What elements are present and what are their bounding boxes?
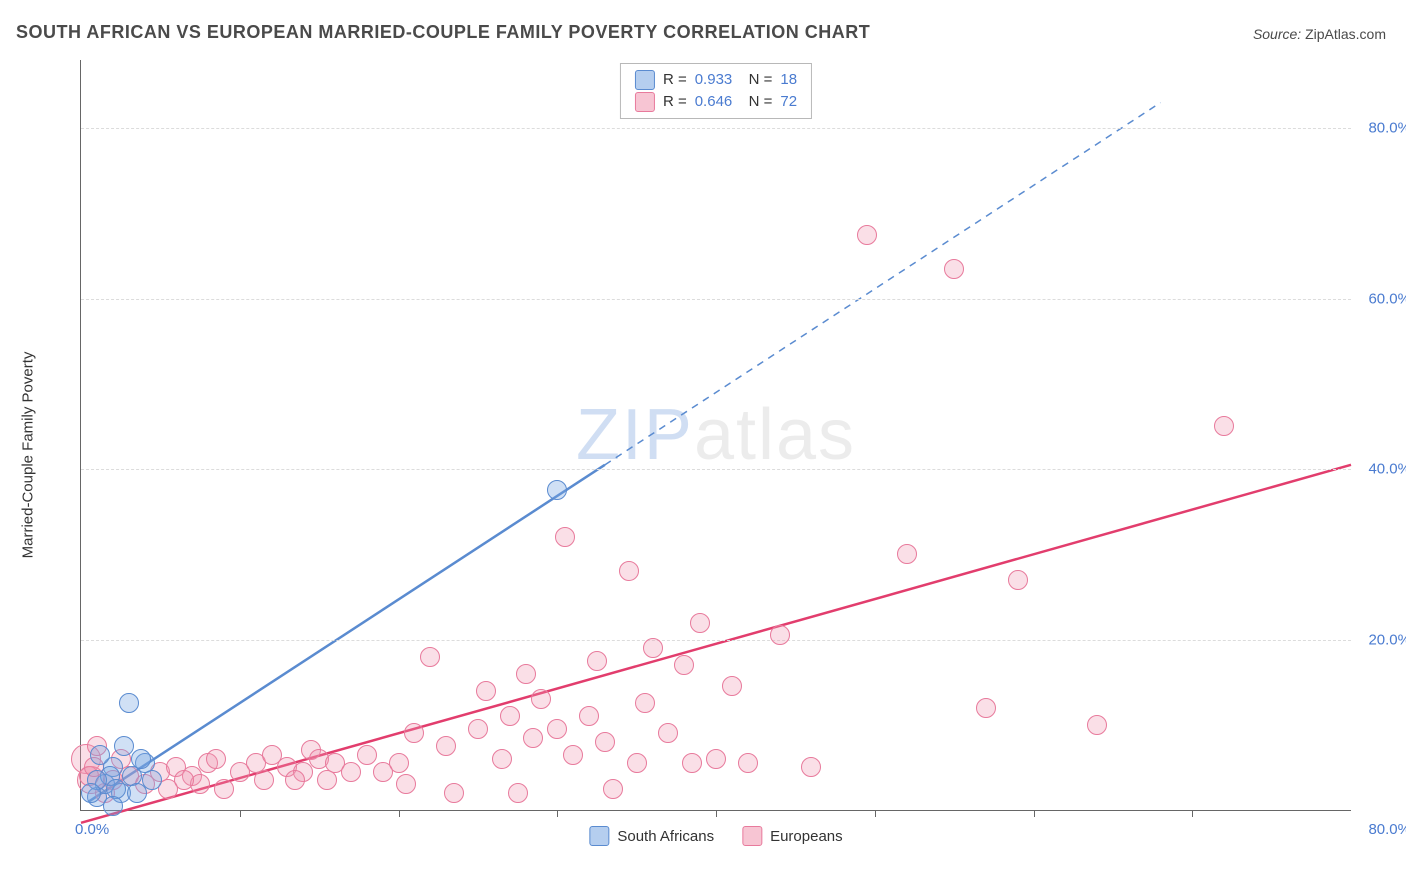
x-tick-mark [716, 810, 717, 817]
x-max-label: 80.0% [1368, 821, 1406, 838]
scatter-point [627, 753, 647, 773]
trend-lines-svg [81, 60, 1351, 810]
x-tick-mark [557, 810, 558, 817]
scatter-point [420, 647, 440, 667]
y-tick-label: 20.0% [1368, 631, 1406, 648]
correlation-stats-box: R = 0.933 N = 18 R = 0.646 N = 72 [620, 63, 812, 119]
scatter-point [690, 613, 710, 633]
swatch-blue [635, 70, 655, 90]
scatter-point [206, 749, 226, 769]
scatter-point [341, 762, 361, 782]
scatter-point [563, 745, 583, 765]
scatter-point [1214, 416, 1234, 436]
scatter-point [531, 689, 551, 709]
scatter-point [389, 753, 409, 773]
legend-swatch-pink [742, 826, 762, 846]
x-origin-label: 0.0% [75, 821, 109, 838]
stats-row-blue: R = 0.933 N = 18 [635, 69, 797, 91]
y-tick-label: 40.0% [1368, 461, 1406, 478]
legend-swatch-blue [589, 826, 609, 846]
scatter-point [127, 783, 147, 803]
chart-container: Married-Couple Family Poverty ZIPatlas R… [50, 60, 1370, 850]
scatter-point [555, 527, 575, 547]
scatter-point [516, 664, 536, 684]
y-tick-label: 60.0% [1368, 290, 1406, 307]
x-tick-mark [399, 810, 400, 817]
scatter-point [468, 719, 488, 739]
gridline [81, 640, 1351, 641]
source-label: Source: [1253, 26, 1301, 42]
gridline [81, 469, 1351, 470]
x-tick-mark [875, 810, 876, 817]
legend-label: Europeans [770, 828, 843, 845]
swatch-pink [635, 92, 655, 112]
y-tick-label: 80.0% [1368, 120, 1406, 137]
legend-item-pink: Europeans [742, 826, 843, 846]
scatter-point [579, 706, 599, 726]
scatter-point [897, 544, 917, 564]
scatter-point [1087, 715, 1107, 735]
scatter-point [603, 779, 623, 799]
scatter-point [142, 770, 162, 790]
scatter-point [444, 783, 464, 803]
scatter-point [285, 770, 305, 790]
scatter-point [396, 774, 416, 794]
stats-row-pink: R = 0.646 N = 72 [635, 91, 797, 113]
scatter-point [357, 745, 377, 765]
scatter-point [801, 757, 821, 777]
scatter-point [857, 225, 877, 245]
scatter-point [500, 706, 520, 726]
scatter-point [674, 655, 694, 675]
scatter-point [114, 736, 134, 756]
scatter-point [81, 783, 101, 803]
x-tick-mark [1034, 810, 1035, 817]
scatter-point [90, 745, 110, 765]
scatter-point [738, 753, 758, 773]
scatter-point [476, 681, 496, 701]
scatter-point [119, 693, 139, 713]
scatter-point [706, 749, 726, 769]
scatter-point [595, 732, 615, 752]
scatter-point [174, 770, 194, 790]
scatter-point [103, 796, 123, 816]
scatter-point [508, 783, 528, 803]
scatter-point [404, 723, 424, 743]
scatter-point [722, 676, 742, 696]
plot-area: ZIPatlas R = 0.933 N = 18 R = 0.646 N = … [80, 60, 1351, 811]
scatter-point [658, 723, 678, 743]
source-value: ZipAtlas.com [1305, 26, 1386, 42]
scatter-point [254, 770, 274, 790]
scatter-point [976, 698, 996, 718]
scatter-point [317, 770, 337, 790]
legend-bottom: South Africans Europeans [589, 826, 842, 846]
scatter-point [523, 728, 543, 748]
scatter-point [619, 561, 639, 581]
scatter-point [1008, 570, 1028, 590]
legend-label: South Africans [617, 828, 714, 845]
scatter-point [643, 638, 663, 658]
scatter-point [682, 753, 702, 773]
y-axis-label: Married-Couple Family Poverty [20, 352, 37, 559]
legend-item-blue: South Africans [589, 826, 714, 846]
scatter-point [944, 259, 964, 279]
chart-title: SOUTH AFRICAN VS EUROPEAN MARRIED-COUPLE… [16, 22, 870, 43]
scatter-point [547, 719, 567, 739]
x-tick-mark [1192, 810, 1193, 817]
source-credit: Source: ZipAtlas.com [1253, 26, 1386, 42]
scatter-point [214, 779, 234, 799]
scatter-point [131, 749, 151, 769]
gridline [81, 128, 1351, 129]
scatter-point [770, 625, 790, 645]
scatter-point [492, 749, 512, 769]
scatter-point [547, 480, 567, 500]
scatter-point [635, 693, 655, 713]
scatter-point [436, 736, 456, 756]
gridline [81, 299, 1351, 300]
scatter-point [587, 651, 607, 671]
x-tick-mark [240, 810, 241, 817]
